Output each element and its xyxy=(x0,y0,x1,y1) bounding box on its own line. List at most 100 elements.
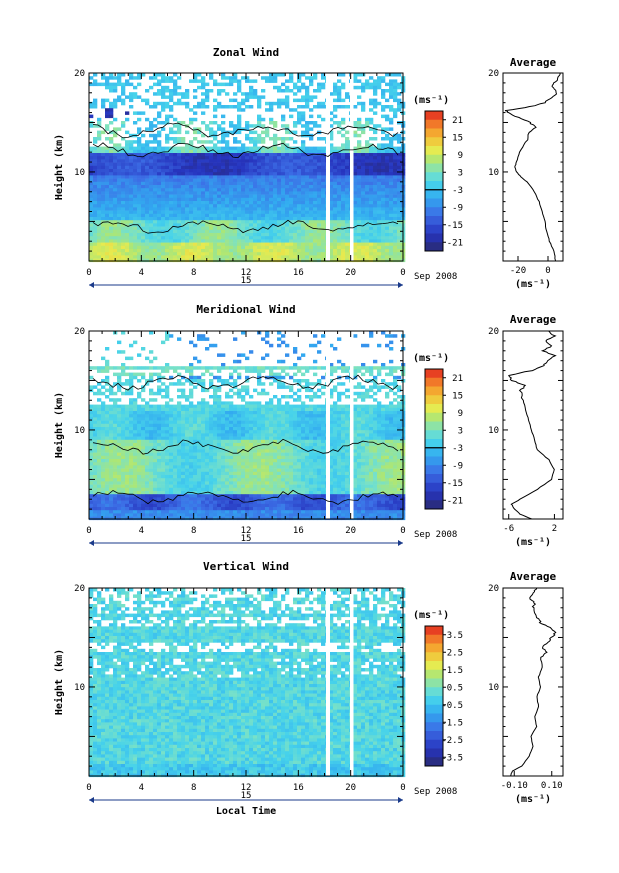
heatmap-cell xyxy=(361,191,366,195)
heatmap-cell xyxy=(381,226,386,231)
heatmap-cell xyxy=(361,366,366,370)
heatmap-cell xyxy=(189,239,194,243)
heatmap-cell xyxy=(201,226,206,231)
heatmap-cell xyxy=(385,73,390,77)
heatmap-cell xyxy=(109,239,114,243)
heatmap-cell xyxy=(313,95,318,99)
heatmap-cell xyxy=(269,156,274,160)
heatmap-cell xyxy=(261,153,266,157)
heatmap-cell xyxy=(381,411,386,415)
heatmap-cell xyxy=(137,239,142,243)
heatmap-cell xyxy=(269,369,274,373)
heatmap-cell xyxy=(281,197,286,202)
heatmap-cell xyxy=(113,178,118,183)
heatmap-cell xyxy=(253,407,258,412)
heatmap-cell xyxy=(89,165,94,170)
heatmap-cell xyxy=(229,204,234,208)
heatmap-cell xyxy=(321,117,326,122)
heatmap-cell xyxy=(89,220,94,224)
heatmap-cell xyxy=(361,226,366,231)
heatmap-cell xyxy=(113,217,118,221)
heatmap-cell xyxy=(329,395,334,399)
heatmap-cell xyxy=(185,236,190,240)
heatmap-cell xyxy=(117,73,122,77)
heatmap-cell xyxy=(173,191,178,195)
heatmap-cell xyxy=(185,175,190,179)
heatmap-cell xyxy=(221,191,226,195)
heatmap-cell xyxy=(329,363,334,367)
heatmap-cell xyxy=(113,236,118,240)
heatmap-cell xyxy=(221,159,226,163)
heatmap-cell xyxy=(109,411,114,415)
heatmap-cell xyxy=(225,217,230,221)
heatmap-cell xyxy=(125,194,130,199)
heatmap-cell xyxy=(153,133,158,138)
heatmap-cell xyxy=(301,213,306,218)
heatmap-cell xyxy=(121,363,126,367)
heatmap-cell xyxy=(225,249,230,253)
heatmap-cell xyxy=(341,249,346,253)
heatmap-cell xyxy=(129,258,134,263)
heatmap-cell xyxy=(217,366,222,370)
heatmap-cell xyxy=(185,185,190,189)
heatmap-cell xyxy=(341,185,346,189)
heatmap-cell xyxy=(145,242,150,247)
heatmap-cell xyxy=(193,201,198,205)
heatmap-cell xyxy=(177,165,182,170)
heatmap-cell xyxy=(277,217,282,221)
heatmap-cell xyxy=(381,366,386,370)
heatmap-cell xyxy=(161,210,166,215)
heatmap-cell xyxy=(265,233,270,237)
heatmap-cell xyxy=(273,149,278,154)
heatmap-cell xyxy=(89,172,94,176)
heatmap-cell xyxy=(185,258,190,263)
heatmap-cell xyxy=(365,140,370,144)
heatmap-cell xyxy=(221,226,226,231)
heatmap-cell xyxy=(101,165,106,170)
heatmap-cell xyxy=(345,417,350,421)
heatmap-cell xyxy=(137,236,142,240)
heatmap-cell xyxy=(221,220,226,224)
heatmap-cell xyxy=(357,220,362,224)
heatmap-cell xyxy=(181,201,186,205)
heatmap-cell xyxy=(93,239,98,243)
heatmap-cell xyxy=(317,213,322,218)
heatmap-cell xyxy=(277,204,282,208)
heatmap-cell xyxy=(293,213,298,218)
heatmap-cell xyxy=(329,366,334,370)
heatmap-cell xyxy=(145,239,150,243)
heatmap-cell xyxy=(101,417,106,421)
heatmap-cell xyxy=(161,92,166,96)
heatmap-cell xyxy=(385,420,390,425)
heatmap-cell xyxy=(149,169,154,173)
heatmap-cell xyxy=(365,223,370,227)
heatmap-cell xyxy=(137,162,142,167)
heatmap-cell xyxy=(277,343,282,348)
heatmap-cell xyxy=(101,201,106,205)
heatmap-cell xyxy=(205,229,210,234)
heatmap-cell xyxy=(357,127,362,131)
heatmap-cell xyxy=(385,204,390,208)
heatmap-cell xyxy=(389,140,394,144)
heatmap-cell xyxy=(309,407,314,412)
heatmap-cell xyxy=(145,382,150,386)
heatmap-cell xyxy=(305,149,310,154)
colorbar-tick-label: -3 xyxy=(452,186,463,196)
heatmap-cell xyxy=(261,220,266,224)
heatmap-cell xyxy=(365,366,370,370)
heatmap-cell xyxy=(345,420,350,425)
heatmap-cell xyxy=(305,101,310,106)
heatmap-cell xyxy=(153,140,158,144)
heatmap-cell xyxy=(261,407,266,412)
heatmap-cell xyxy=(345,188,350,192)
heatmap-cell xyxy=(257,391,262,396)
heatmap-cell xyxy=(133,121,138,125)
heatmap-cell xyxy=(117,375,122,380)
heatmap-cell xyxy=(133,111,138,115)
heatmap-cell xyxy=(105,185,110,189)
heatmap-cell xyxy=(105,375,110,380)
heatmap-cell xyxy=(201,258,206,263)
heatmap-cell xyxy=(161,233,166,237)
heatmap-cell xyxy=(129,162,134,167)
heatmap-cell xyxy=(129,404,134,409)
